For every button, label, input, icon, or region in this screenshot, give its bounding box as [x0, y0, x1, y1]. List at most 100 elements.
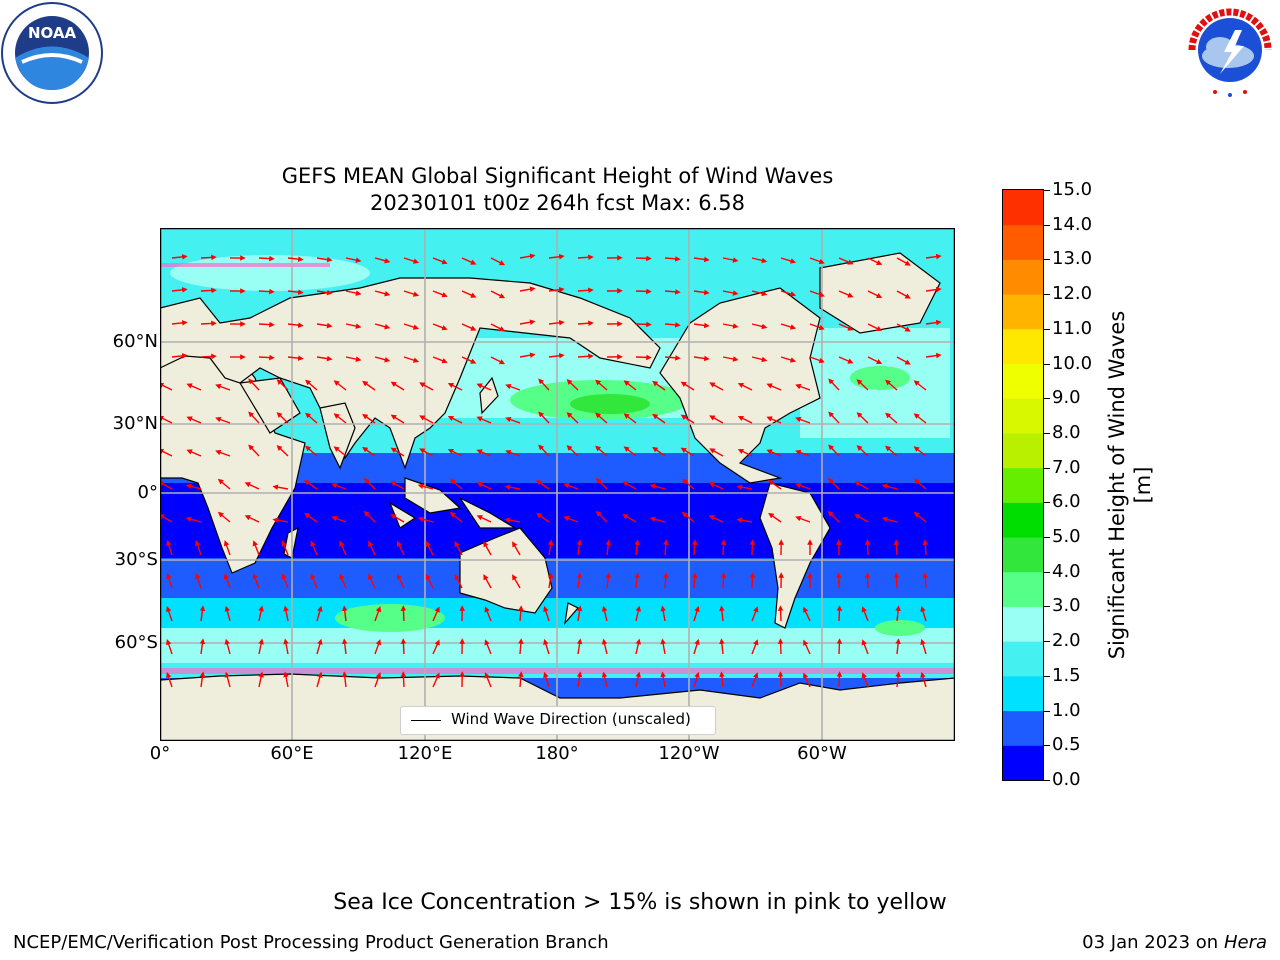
wave-direction-arrow: [635, 255, 652, 262]
wave-direction-arrow: [803, 639, 811, 655]
wave-direction-arrow: [345, 356, 362, 362]
wave-direction-arrow: [780, 356, 797, 363]
wave-direction-arrow: [896, 356, 911, 365]
wave-direction-arrow: [737, 383, 753, 391]
wave-direction-arrow: [828, 411, 840, 424]
wave-direction-arrow: [736, 517, 753, 523]
wave-direction-arrow: [751, 257, 768, 264]
wave-direction-arrow: [505, 449, 521, 457]
wave-direction-arrow: [538, 444, 550, 457]
wave-direction-arrow: [920, 638, 927, 655]
wave-direction-arrow: [895, 671, 901, 688]
wave-direction-arrow: [601, 671, 608, 688]
wave-direction-arrow: [519, 319, 536, 325]
footer-right: 03 Jan 2023 on Hera: [1082, 932, 1267, 953]
wave-direction-arrow: [601, 638, 608, 655]
wave-direction-arrow: [331, 482, 347, 490]
wave-direction-arrow: [447, 416, 463, 424]
wave-direction-arrow: [166, 539, 173, 556]
wave-direction-arrow: [719, 671, 725, 688]
wave-direction-arrow: [186, 449, 202, 457]
wave-direction-arrow: [751, 672, 759, 688]
wave-direction-arrow: [248, 378, 260, 391]
wave-direction-arrow: [864, 539, 871, 556]
wave-direction-arrow: [722, 290, 739, 296]
wave-direction-arrow: [215, 449, 231, 457]
wave-direction-arrow: [895, 605, 901, 622]
wave-direction-arrow: [749, 539, 756, 556]
wave-direction-arrow: [577, 287, 594, 294]
wave-direction-arrow: [766, 383, 782, 391]
wave-direction-arrow: [681, 511, 695, 523]
wave-direction-arrow: [838, 323, 854, 331]
wave-direction-arrow: [664, 322, 681, 328]
wave-direction-arrow: [577, 320, 594, 327]
wave-direction-arrow: [490, 356, 506, 365]
colorbar-band: [1003, 675, 1043, 712]
wave-direction-arrow: [425, 540, 434, 556]
wave-direction-arrow: [186, 416, 202, 424]
wave-direction-arrow: [331, 515, 347, 523]
wave-direction-arrow: [160, 481, 173, 490]
wave-direction-arrow: [925, 352, 942, 359]
wave-direction-arrow: [595, 379, 608, 391]
wave-direction-arrow: [341, 605, 348, 622]
wave-direction-arrow: [605, 572, 612, 589]
wave-direction-arrow: [248, 444, 260, 457]
wave-direction-arrow: [400, 671, 407, 688]
wave-direction-arrow: [363, 510, 376, 523]
wave-direction-arrow: [719, 638, 725, 655]
wave-direction-arrow: [922, 539, 929, 556]
wave-direction-arrow: [867, 290, 883, 298]
wave-direction-arrow: [447, 449, 463, 457]
wave-direction-arrow: [548, 286, 565, 293]
wave-direction-arrow: [272, 517, 289, 523]
wave-direction-arrow: [736, 484, 753, 490]
colorbar-tick: 3.0: [1052, 595, 1081, 617]
footer-machine: Hera: [1223, 932, 1267, 953]
wave-direction-arrow: [419, 448, 434, 457]
wave-direction-arrow: [663, 572, 669, 589]
sea-ice-note: Sea Ice Concentration > 15% is shown in …: [333, 890, 947, 915]
colorbar-band: [1003, 537, 1043, 573]
wave-direction-arrow: [403, 356, 420, 363]
wave-direction-arrow: [622, 481, 637, 490]
wave-direction-arrow: [186, 383, 202, 391]
wave-direction-arrow: [397, 540, 405, 556]
wave-direction-arrow: [519, 253, 536, 259]
wave-direction-arrow: [166, 639, 173, 655]
wave-direction-arrow: [333, 413, 347, 424]
colorbar-tick: 14.0: [1052, 213, 1093, 235]
wave-direction-arrow: [660, 605, 666, 622]
wave-direction-arrow: [577, 254, 594, 261]
wave-direction-arrow: [856, 379, 869, 391]
wave-direction-arrow: [547, 539, 554, 556]
wave-direction-arrow: [922, 572, 929, 589]
colorbar-tick: 0.5: [1052, 734, 1081, 756]
wave-direction-arrow: [768, 512, 782, 523]
wave-direction-arrow: [861, 606, 869, 622]
wave-direction-arrow: [920, 605, 927, 622]
colorbar-tick: 15.0: [1052, 179, 1093, 200]
wave-direction-arrow: [836, 671, 843, 688]
wave-direction-arrow: [809, 356, 825, 364]
colorbar-band: [1003, 606, 1043, 642]
wave-direction-arrow: [518, 605, 524, 622]
wave-direction-arrow: [635, 321, 652, 328]
wave-direction-arrow: [519, 352, 536, 358]
wave-direction-arrow: [680, 447, 695, 457]
wave-direction-arrow: [403, 290, 420, 297]
wave-direction-arrow: [751, 323, 768, 330]
wave-direction-arrow: [258, 605, 264, 622]
wave-direction-arrow: [171, 320, 188, 326]
wave-direction-arrow: [166, 572, 173, 589]
wave-direction-arrow: [305, 379, 318, 391]
wave-direction-arrow: [217, 511, 231, 523]
wave-direction-arrow: [538, 411, 550, 424]
wave-direction-arrow: [390, 481, 405, 490]
wave-direction-arrow: [461, 257, 477, 265]
wave-direction-arrow: [722, 257, 739, 263]
wave-direction-arrow: [576, 671, 583, 688]
wave-direction-arrow: [390, 414, 405, 424]
wave-direction-arrow: [362, 413, 376, 424]
